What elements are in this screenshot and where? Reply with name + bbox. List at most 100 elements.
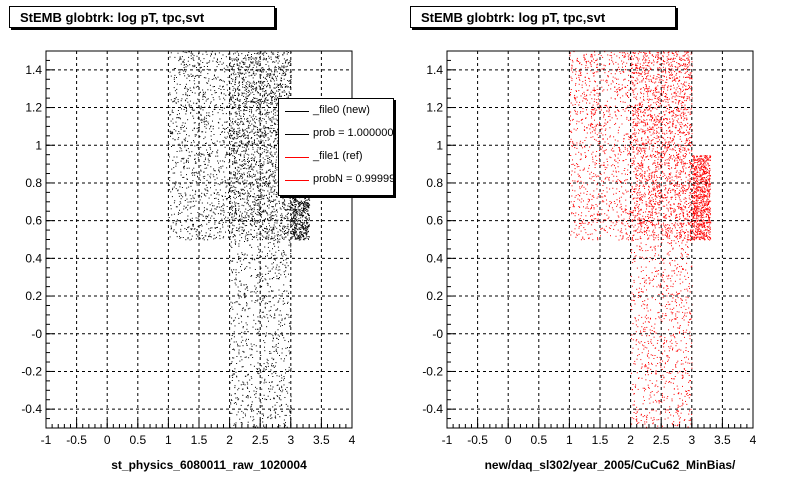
data-point bbox=[260, 206, 262, 208]
data-point bbox=[271, 388, 273, 390]
data-point bbox=[279, 89, 281, 91]
data-point bbox=[233, 58, 235, 60]
data-point bbox=[259, 233, 261, 235]
data-point bbox=[188, 161, 189, 163]
data-point bbox=[299, 223, 301, 225]
data-point bbox=[230, 323, 232, 325]
data-point bbox=[295, 209, 296, 211]
data-point bbox=[222, 54, 224, 56]
data-point bbox=[194, 76, 196, 77]
data-point bbox=[235, 99, 236, 100]
data-point bbox=[235, 241, 237, 243]
data-point bbox=[293, 205, 295, 207]
y-tick-label: 0.2 bbox=[25, 289, 42, 303]
data-point bbox=[294, 210, 295, 212]
data-point bbox=[230, 92, 231, 94]
data-point bbox=[220, 213, 222, 215]
data-point bbox=[249, 183, 251, 185]
data-point bbox=[270, 410, 271, 412]
data-point bbox=[266, 134, 268, 136]
data-point bbox=[212, 114, 214, 116]
data-point bbox=[285, 369, 287, 371]
data-point bbox=[308, 225, 310, 227]
data-point bbox=[260, 234, 262, 236]
data-point bbox=[232, 308, 234, 310]
data-point bbox=[264, 221, 265, 223]
data-point bbox=[296, 228, 298, 230]
data-point bbox=[254, 269, 256, 270]
data-point bbox=[205, 131, 207, 133]
data-point bbox=[285, 209, 287, 211]
data-point bbox=[268, 222, 270, 224]
data-point bbox=[266, 226, 267, 228]
data-point bbox=[278, 314, 280, 316]
data-point bbox=[269, 398, 271, 400]
data-point bbox=[289, 197, 291, 199]
data-point bbox=[275, 210, 277, 211]
data-point bbox=[231, 247, 233, 248]
data-point bbox=[275, 417, 277, 419]
data-point bbox=[304, 216, 306, 218]
data-point bbox=[246, 396, 248, 398]
data-point bbox=[238, 205, 240, 207]
data-point bbox=[285, 355, 287, 357]
data-point bbox=[196, 127, 198, 129]
data-point bbox=[245, 57, 247, 59]
data-point bbox=[221, 195, 223, 197]
data-point bbox=[181, 158, 183, 160]
data-point bbox=[288, 230, 290, 232]
data-point bbox=[173, 213, 175, 215]
data-point bbox=[195, 231, 197, 233]
data-point bbox=[198, 92, 200, 94]
data-point bbox=[275, 239, 277, 241]
data-point bbox=[256, 232, 258, 234]
data-point bbox=[243, 220, 245, 222]
data-point bbox=[257, 185, 259, 187]
data-point bbox=[265, 255, 266, 257]
data-point bbox=[230, 180, 232, 182]
data-point bbox=[200, 60, 202, 62]
data-point bbox=[230, 83, 232, 85]
data-point bbox=[256, 300, 258, 302]
data-point bbox=[257, 316, 259, 318]
data-point bbox=[262, 230, 264, 231]
data-point bbox=[233, 191, 235, 193]
data-point bbox=[201, 196, 202, 198]
data-point bbox=[262, 81, 264, 83]
data-point bbox=[249, 64, 251, 66]
data-point bbox=[214, 208, 216, 210]
data-point bbox=[245, 93, 247, 95]
data-point bbox=[193, 86, 195, 88]
data-point bbox=[265, 78, 267, 80]
data-point bbox=[215, 227, 217, 229]
data-point bbox=[273, 199, 275, 201]
data-point bbox=[296, 200, 298, 202]
data-point bbox=[215, 208, 217, 210]
data-point bbox=[183, 59, 185, 61]
data-point bbox=[276, 384, 278, 386]
data-point bbox=[255, 426, 256, 428]
data-point bbox=[179, 56, 181, 58]
data-point bbox=[277, 242, 279, 244]
data-point bbox=[243, 79, 245, 81]
data-point bbox=[275, 205, 276, 207]
data-point bbox=[263, 118, 265, 120]
data-point bbox=[234, 235, 236, 236]
data-point bbox=[240, 220, 242, 222]
data-point bbox=[265, 279, 267, 281]
data-point bbox=[273, 53, 275, 55]
data-point bbox=[226, 121, 228, 123]
data-point bbox=[283, 207, 285, 209]
data-point bbox=[266, 185, 267, 187]
data-point bbox=[269, 130, 271, 132]
data-point bbox=[214, 90, 216, 92]
data-point bbox=[233, 131, 235, 133]
data-point bbox=[245, 55, 246, 57]
data-point bbox=[270, 161, 272, 163]
data-point bbox=[275, 95, 277, 97]
data-point bbox=[207, 174, 209, 176]
data-point bbox=[247, 98, 248, 100]
data-point bbox=[241, 388, 243, 390]
data-point bbox=[188, 151, 190, 153]
data-point bbox=[243, 102, 245, 104]
